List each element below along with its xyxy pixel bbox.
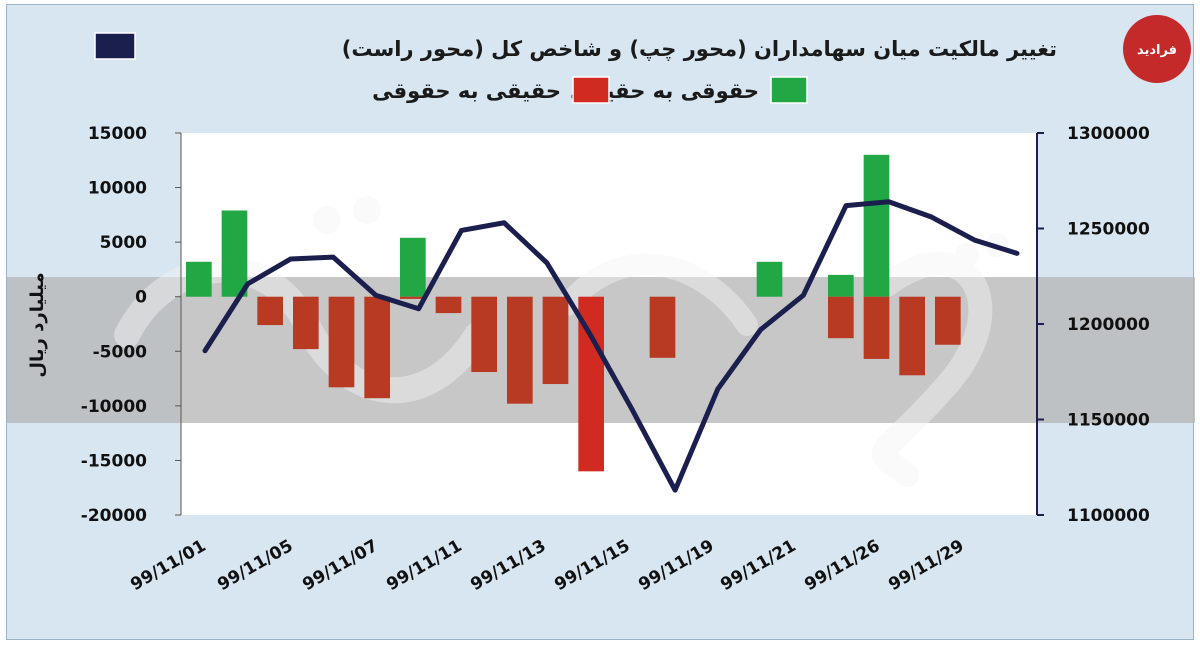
right-tick-label: 1200000 [1067, 315, 1150, 335]
left-tick-label: -10000 [81, 397, 147, 417]
x-axis-ticks: 99/11/01 99/11/05 99/11/07 99/11/11 99/11/13… [127, 536, 967, 595]
bar-red [542, 296, 569, 385]
legend-red-label: حقیقی به حقوقی [372, 79, 561, 103]
bar-green [756, 261, 783, 297]
bar-red [257, 296, 284, 326]
right-tick-label: 1300000 [1067, 124, 1150, 144]
bar-red [435, 296, 462, 314]
bar-red [328, 296, 355, 388]
bar-red [506, 296, 533, 404]
x-tick-label: 99/11/11 [383, 536, 465, 595]
bar-red [899, 296, 926, 376]
bar-red [863, 296, 890, 359]
index-line-group [202, 199, 1020, 493]
x-tick-label: 99/11/26 [801, 536, 883, 595]
y-axis-label: میلیارد ریال [27, 272, 48, 377]
bar-green [221, 210, 248, 297]
bar-green [827, 274, 854, 297]
left-tick-label: -5000 [93, 342, 148, 362]
bar-red [399, 296, 426, 299]
x-tick-label: 99/11/13 [467, 536, 549, 595]
bars-group [185, 154, 961, 472]
bar-green [863, 154, 890, 297]
legend: تغییر مالکیت میان سهامداران (محور چپ) و … [94, 32, 1057, 104]
right-axis-ticks: 1300000 1250000 1200000 1150000 1100000 [1037, 124, 1150, 526]
bar-red [649, 296, 676, 358]
x-tick-label: 99/11/01 [127, 536, 209, 595]
chart-frame: 15000 10000 5000 0 -5000 -10000 -15000 -20000 1… [6, 4, 1195, 640]
right-tick-label: 1250000 [1067, 220, 1150, 240]
left-tick-label: -15000 [81, 451, 147, 471]
logo-text: فرادید [1137, 43, 1177, 58]
logo-badge [1123, 15, 1191, 83]
bar-red [827, 296, 854, 339]
left-tick-label: 10000 [88, 179, 147, 199]
bar-red [471, 296, 498, 373]
legend-line-label: تغییر مالکیت میان سهامداران (محور چپ) و … [342, 37, 1057, 61]
x-tick-label: 99/11/19 [635, 536, 717, 595]
legend-green-swatch [770, 76, 808, 104]
index-line [202, 199, 1020, 493]
bar-green [185, 261, 212, 297]
bar-red [934, 296, 961, 345]
x-tick-label: 99/11/05 [214, 536, 296, 595]
left-tick-label: 0 [135, 288, 147, 308]
x-tick-label: 99/11/21 [717, 536, 799, 595]
left-tick-label: -20000 [81, 506, 147, 526]
x-tick-label: 99/11/15 [551, 536, 633, 595]
left-tick-label: 5000 [100, 233, 147, 253]
bar-red [364, 296, 391, 399]
right-tick-label: 1150000 [1067, 411, 1150, 431]
bar-green [399, 237, 426, 297]
x-tick-label: 99/11/07 [299, 536, 381, 595]
right-tick-label: 1100000 [1067, 506, 1150, 526]
left-axis-ticks: 15000 10000 5000 0 -5000 -10000 -15000 -20000 [81, 124, 181, 526]
legend-line-swatch [94, 32, 136, 60]
legend-red-swatch [572, 76, 610, 104]
chart-svg: 15000 10000 5000 0 -5000 -10000 -15000 -20000 1… [7, 15, 1195, 595]
brand-logo: فرادید [1123, 15, 1191, 83]
bar-red [292, 296, 319, 350]
left-tick-label: 15000 [88, 124, 147, 144]
x-tick-label: 99/11/29 [885, 536, 967, 595]
